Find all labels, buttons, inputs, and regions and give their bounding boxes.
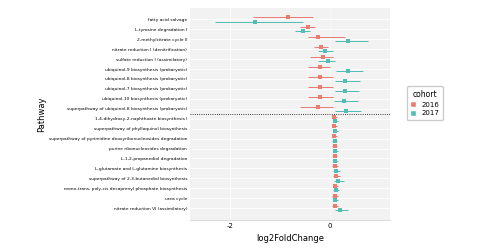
Legend: 2016, 2017: 2016, 2017: [406, 86, 442, 120]
Y-axis label: Pathway: Pathway: [37, 96, 46, 132]
X-axis label: log2FoldChange: log2FoldChange: [256, 234, 324, 243]
